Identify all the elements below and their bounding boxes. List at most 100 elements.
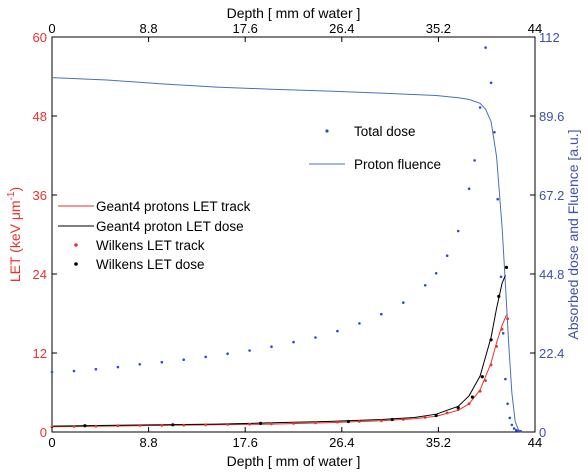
data-point-total-dose <box>506 402 509 406</box>
data-point-wilkens-let-track <box>314 421 317 425</box>
x-tick-label-top: 26.4 <box>329 21 354 36</box>
data-point-wilkens-let-track <box>401 418 405 421</box>
data-point-total-dose <box>182 358 185 362</box>
data-point-wilkens-let-track <box>72 425 76 428</box>
data-point-total-dose <box>314 336 317 339</box>
data-point-total-dose <box>501 332 505 335</box>
data-point-total-dose <box>270 345 273 349</box>
data-point-total-dose <box>50 370 54 374</box>
data-point-wilkens-let-dose <box>83 424 87 428</box>
data-point-total-dose <box>94 367 98 371</box>
data-point-wilkens-let-dose <box>434 413 438 418</box>
data-point-total-dose <box>478 106 482 109</box>
plot-area <box>51 36 536 433</box>
x-tick-label-bottom: 8.8 <box>140 435 158 450</box>
data-point-wilkens-let-dose <box>504 265 509 269</box>
legend-label-proton-fluence: Proton fluence <box>354 157 441 172</box>
data-point-wilkens-let-dose <box>346 419 350 424</box>
data-point-total-dose <box>473 159 476 162</box>
data-point-wilkens-let-dose <box>259 421 263 425</box>
data-point-total-dose <box>467 187 471 190</box>
data-point-wilkens-let-track <box>204 423 208 427</box>
data-point-wilkens-let-track <box>478 389 482 393</box>
data-point-wilkens-let-track <box>506 317 509 321</box>
data-point-total-dose <box>402 301 405 304</box>
data-point-total-dose <box>380 312 383 316</box>
y-left-tick-label: 12 <box>33 346 47 361</box>
x-tick-label-bottom: 26.4 <box>329 435 354 450</box>
data-point-wilkens-let-dose <box>456 406 460 410</box>
data-point-total-dose <box>72 369 76 373</box>
data-point-wilkens-let-track <box>50 425 54 429</box>
x-tick-label-top: 35.2 <box>426 21 451 36</box>
data-point-wilkens-let-track <box>358 420 361 423</box>
ticks-layer: 008.88.817.617.626.426.435.235.244440122… <box>33 21 565 450</box>
x-tick-label-top: 0 <box>48 21 55 36</box>
data-point-wilkens-let-track <box>484 379 487 382</box>
data-point-wilkens-let-track <box>292 422 295 425</box>
x-axis-label-top: Depth [ mm of water ] <box>227 5 361 21</box>
data-point-wilkens-let-track <box>489 363 493 367</box>
data-point-wilkens-let-track <box>423 416 427 419</box>
legend-lower: Geant4 protons LET track Geant4 proton L… <box>58 199 251 272</box>
y-right-tick-label: 112 <box>539 30 560 45</box>
data-point-total-dose <box>508 416 512 420</box>
y-left-tick-label: 48 <box>33 109 47 124</box>
y-axis-label-left-sup: -1 <box>6 191 17 200</box>
data-point-total-dose <box>510 423 514 427</box>
data-point-total-dose <box>116 365 120 369</box>
y-axis-label-left-main: LET (keV μm <box>7 200 23 282</box>
data-point-total-dose <box>434 272 438 275</box>
data-point-total-dose <box>517 429 520 433</box>
data-point-wilkens-let-track <box>270 422 273 426</box>
data-point-wilkens-let-track <box>495 345 498 348</box>
y-left-tick-label: 36 <box>33 188 47 203</box>
data-point-wilkens-let-track <box>94 424 98 428</box>
x-tick-label-bottom: 17.6 <box>233 435 258 450</box>
y-left-tick-label: 60 <box>33 30 47 45</box>
data-point-total-dose <box>496 197 500 201</box>
series-line-proton-fluence <box>51 77 519 431</box>
y-axis-label-left-close: ) <box>7 187 23 192</box>
legend-label-wilkens-let-dose: Wilkens LET dose <box>96 257 205 272</box>
x-tick-label-bottom: 44 <box>528 435 542 450</box>
data-point-wilkens-let-track <box>248 422 252 426</box>
data-point-wilkens-let-dose <box>470 395 474 399</box>
x-tick-label-top: 8.8 <box>140 21 158 36</box>
y-right-tick-label: 0 <box>539 425 546 440</box>
x-tick-label-bottom: 0 <box>48 435 55 450</box>
y-left-tick-label: 0 <box>40 425 47 440</box>
y-right-tick-label: 44.8 <box>539 267 564 282</box>
data-point-wilkens-let-dose <box>497 294 501 298</box>
data-point-total-dose <box>292 340 295 344</box>
data-point-wilkens-let-track <box>182 423 186 427</box>
data-point-total-dose <box>248 349 251 352</box>
data-point-total-dose <box>504 377 507 381</box>
y-axis-label-right: Absorbed dose and Fluence [a.u.] <box>565 129 581 339</box>
data-point-total-dose <box>445 254 449 257</box>
legend-label-total-dose: Total dose <box>354 124 416 139</box>
y-left-tick-label: 24 <box>33 267 47 282</box>
legend-marker-wilkens-let-dose <box>74 262 78 266</box>
data-point-total-dose <box>358 322 361 325</box>
data-point-total-dose <box>512 427 516 430</box>
data-point-wilkens-let-dose <box>480 375 484 379</box>
data-point-wilkens-let-track <box>160 424 164 427</box>
x-axis-label-bottom: Depth [ mm of water ] <box>227 453 361 469</box>
series-line-geant4-proton-let-dose <box>51 275 506 427</box>
data-point-wilkens-let-track <box>445 411 449 415</box>
legend-marker-total-dose <box>325 129 329 133</box>
data-point-wilkens-let-track <box>138 424 142 427</box>
data-point-wilkens-let-dose <box>390 417 394 422</box>
data-point-total-dose <box>515 428 518 432</box>
data-point-total-dose <box>489 81 493 85</box>
y-right-tick-label: 67.2 <box>539 188 564 203</box>
y-right-tick-label: 22.4 <box>539 346 564 361</box>
y-axis-label-left: LET (keV μm-1) <box>6 187 23 282</box>
data-point-total-dose <box>336 329 339 333</box>
data-point-total-dose <box>423 284 427 287</box>
data-point-total-dose <box>138 363 142 366</box>
x-tick-label-top: 44 <box>528 21 542 36</box>
data-point-wilkens-let-track <box>116 424 120 428</box>
data-point-wilkens-let-dose <box>171 423 175 427</box>
